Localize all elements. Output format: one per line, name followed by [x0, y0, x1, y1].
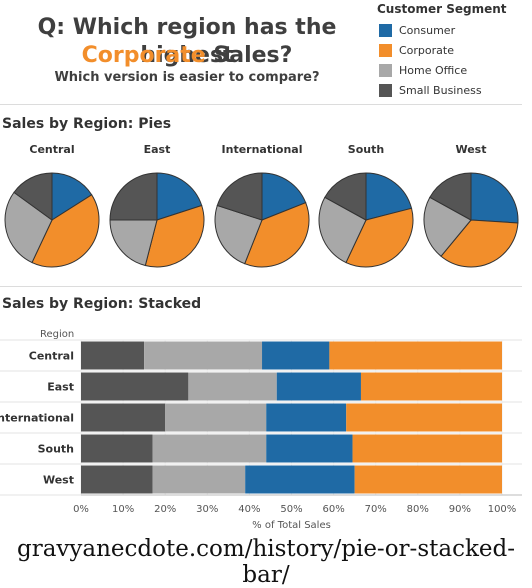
bar-segment-east-consumer[interactable] [277, 373, 361, 401]
bar-segment-international-small-business[interactable] [81, 404, 165, 432]
legend-label: Corporate [399, 44, 454, 57]
bar-segment-west-small-business[interactable] [81, 466, 153, 494]
bar-label-central: Central [29, 350, 74, 363]
bar-segment-international-home-office[interactable] [165, 404, 266, 432]
bar-label-south: South [38, 443, 74, 456]
x-tick-label: 80% [407, 504, 429, 515]
bar-segment-east-home-office[interactable] [188, 373, 276, 401]
bar-segment-south-consumer[interactable] [266, 435, 352, 463]
x-tick-label: 0% [73, 504, 89, 515]
x-tick-label: 100% [488, 504, 517, 515]
legend-swatch-consumer [379, 24, 392, 37]
x-axis-label: % of Total Sales [252, 520, 331, 531]
y-axis-label: Region [40, 329, 74, 340]
pie-label-west: West [455, 143, 486, 156]
bar-label-east: East [47, 381, 74, 394]
legend-label: Small Business [399, 84, 482, 97]
legend-item-corporate[interactable]: Corporate [377, 40, 532, 60]
legend-swatch-corporate [379, 44, 392, 57]
pie-charts: Central East International South West [0, 136, 532, 286]
question-title-line2: Corporate Sales? [2, 42, 372, 70]
x-tick-label: 50% [280, 504, 302, 515]
bar-segment-east-small-business[interactable] [81, 373, 188, 401]
legend-title: Customer Segment [377, 2, 532, 16]
x-tick-label: 10% [112, 504, 134, 515]
pie-label-east: East [144, 143, 171, 156]
legend-item-home-office[interactable]: Home Office [377, 60, 532, 80]
legend: Customer Segment Consumer Corporate Home… [377, 2, 532, 100]
x-tick-label: 60% [322, 504, 344, 515]
bar-segment-international-corporate[interactable] [346, 404, 502, 432]
bar-segment-central-corporate[interactable] [329, 342, 502, 370]
divider [0, 286, 522, 287]
subtitle: Which version is easier to compare? [2, 70, 372, 85]
bar-segment-central-consumer[interactable] [262, 342, 329, 370]
bar-segment-central-small-business[interactable] [81, 342, 144, 370]
highlight-corporate: Corporate [82, 43, 206, 68]
bar-label-international: International [0, 412, 74, 425]
legend-label: Home Office [399, 64, 467, 77]
pies-section-title: Sales by Region: Pies [2, 116, 171, 132]
pie-label-central: Central [29, 143, 74, 156]
x-tick-label: 20% [154, 504, 176, 515]
legend-item-small-business[interactable]: Small Business [377, 80, 532, 100]
stacked-bar-chart: Region Central East International South West 0… [0, 320, 532, 532]
bar-segment-west-corporate[interactable] [355, 466, 502, 494]
divider [0, 104, 522, 105]
x-tick-label: 90% [449, 504, 471, 515]
pie-slice-east-small-business[interactable] [110, 173, 157, 220]
x-tick-label: 40% [238, 504, 260, 515]
question-title-rest: Sales? [206, 43, 293, 68]
bar-segment-international-consumer[interactable] [266, 404, 346, 432]
source-url[interactable]: gravyanecdote.com/history/pie-or-stacked… [0, 536, 532, 588]
bar-segment-west-home-office[interactable] [153, 466, 246, 494]
x-tick-label: 70% [365, 504, 387, 515]
legend-swatch-home-office [379, 64, 392, 77]
bar-segment-south-small-business[interactable] [81, 435, 153, 463]
bar-segment-central-home-office[interactable] [144, 342, 262, 370]
legend-label: Consumer [399, 24, 455, 37]
bar-segment-west-consumer[interactable] [245, 466, 354, 494]
bar-segment-south-home-office[interactable] [153, 435, 267, 463]
bar-segment-east-corporate[interactable] [361, 373, 502, 401]
bar-label-west: West [43, 474, 74, 487]
bar-segment-south-corporate[interactable] [353, 435, 502, 463]
stacked-section-title: Sales by Region: Stacked [2, 296, 201, 312]
pie-label-south: South [348, 143, 384, 156]
pie-label-international: International [222, 143, 303, 156]
legend-swatch-small-business [379, 84, 392, 97]
legend-item-consumer[interactable]: Consumer [377, 20, 532, 40]
x-tick-label: 30% [196, 504, 218, 515]
pie-slice-west-consumer[interactable] [471, 173, 518, 223]
